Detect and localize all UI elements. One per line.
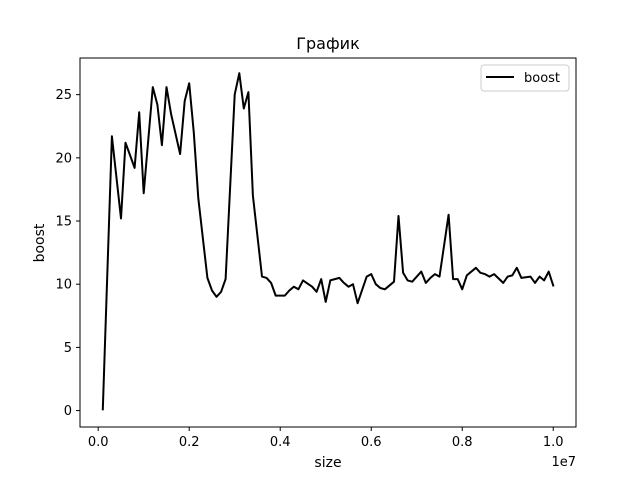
y-axis: 0 5 10 15 20 25 bbox=[55, 88, 80, 419]
y-tick-label: 10 bbox=[55, 278, 72, 293]
legend-box bbox=[480, 64, 570, 92]
x-axis-offset-label: 1e7 bbox=[551, 455, 576, 470]
legend: boost bbox=[480, 64, 570, 92]
chart-title: График bbox=[296, 34, 360, 53]
x-axis: 0.0 0.2 0.4 0.6 0.8 1.0 bbox=[88, 427, 564, 450]
x-tick-label: 0.8 bbox=[452, 435, 473, 450]
y-tick-label: 0 bbox=[64, 404, 72, 419]
y-tick-label: 5 bbox=[64, 341, 72, 356]
series-line-boost bbox=[101, 72, 555, 411]
y-tick-label: 20 bbox=[55, 151, 72, 166]
plot-area bbox=[79, 57, 577, 428]
x-tick-label: 0.6 bbox=[361, 435, 382, 450]
y-tick-label: 25 bbox=[55, 88, 72, 103]
x-tick-label: 0.0 bbox=[88, 435, 109, 450]
legend-label-boost: boost bbox=[524, 71, 560, 86]
y-tick-label: 15 bbox=[55, 215, 72, 230]
x-axis-label: size bbox=[314, 455, 341, 471]
x-tick-label: 0.4 bbox=[270, 435, 291, 450]
x-tick-label: 1.0 bbox=[543, 435, 564, 450]
x-tick-label: 0.2 bbox=[179, 435, 200, 450]
y-axis-label: boost bbox=[32, 223, 48, 262]
